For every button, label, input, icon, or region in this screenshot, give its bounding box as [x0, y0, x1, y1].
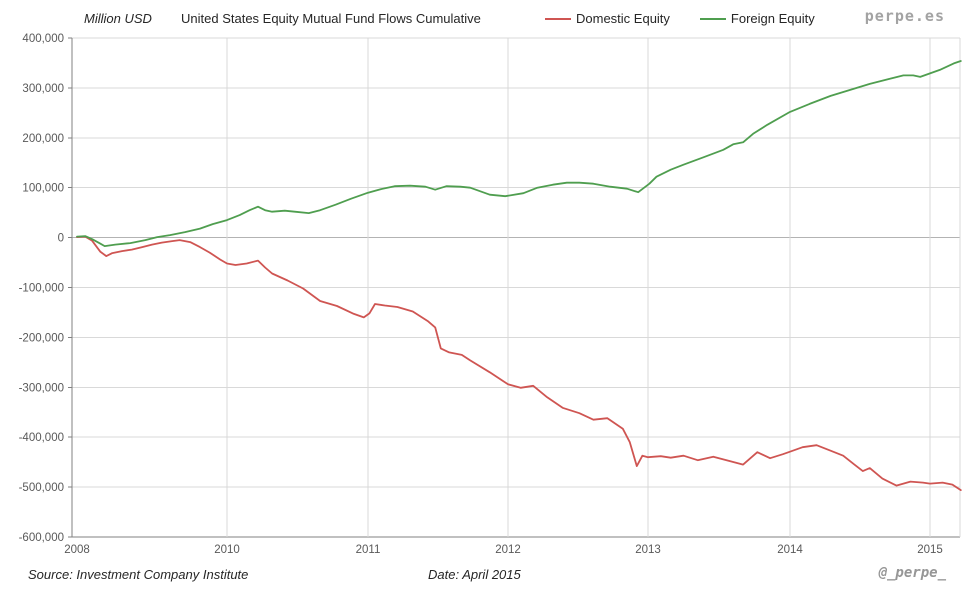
foreign-line-swatch-icon: [699, 17, 726, 20]
brand-logo: perpe.es: [864, 7, 945, 25]
legend: Domestic Equity Foreign Equity: [545, 11, 815, 26]
y-tick-labels: 400,000 300,000 200,000 100,000 0 -100,000 -20…: [19, 33, 64, 544]
svg-text:2008: 2008: [64, 544, 90, 556]
legend-item-domestic: Domestic Equity: [545, 11, 670, 26]
svg-text:-100,000: -100,000: [19, 283, 64, 295]
svg-text:400,000: 400,000: [22, 33, 64, 45]
legend-label-domestic: Domestic Equity: [576, 11, 670, 26]
svg-text:0: 0: [58, 233, 64, 245]
legend-label-foreign: Foreign Equity: [730, 11, 815, 26]
svg-text:-500,000: -500,000: [19, 482, 64, 494]
svg-text:-300,000: -300,000: [19, 382, 64, 394]
svg-text:2010: 2010: [214, 544, 240, 556]
svg-text:2013: 2013: [635, 544, 661, 556]
svg-text:-200,000: -200,000: [19, 332, 64, 344]
svg-text:2015: 2015: [917, 544, 943, 556]
source-note: Source: Investment Company Institute: [28, 567, 249, 582]
svg-text:2012: 2012: [495, 544, 521, 556]
svg-text:-600,000: -600,000: [19, 532, 64, 544]
legend-item-foreign: Foreign Equity: [699, 11, 815, 26]
x-gridlines: [71, 38, 961, 537]
domestic-equity-line: [76, 235, 962, 492]
svg-text:-400,000: -400,000: [19, 432, 64, 444]
foreign-equity-line: [76, 60, 962, 248]
chart-title: United States Equity Mutual Fund Flows C…: [181, 11, 481, 26]
domestic-line-swatch-icon: [545, 17, 571, 20]
x-tick-labels: 2008 2010 2011 2012 2013 2014 2015: [64, 544, 943, 556]
svg-text:100,000: 100,000: [22, 183, 64, 195]
svg-text:300,000: 300,000: [22, 83, 64, 95]
svg-text:200,000: 200,000: [22, 133, 64, 145]
svg-text:2011: 2011: [356, 544, 381, 556]
svg-text:2014: 2014: [777, 544, 803, 556]
twitter-handle: @_perpe_: [878, 565, 946, 581]
unit-label: Million USD: [84, 11, 152, 26]
date-note: Date: April 2015: [428, 567, 521, 582]
y-gridlines: [68, 37, 960, 538]
